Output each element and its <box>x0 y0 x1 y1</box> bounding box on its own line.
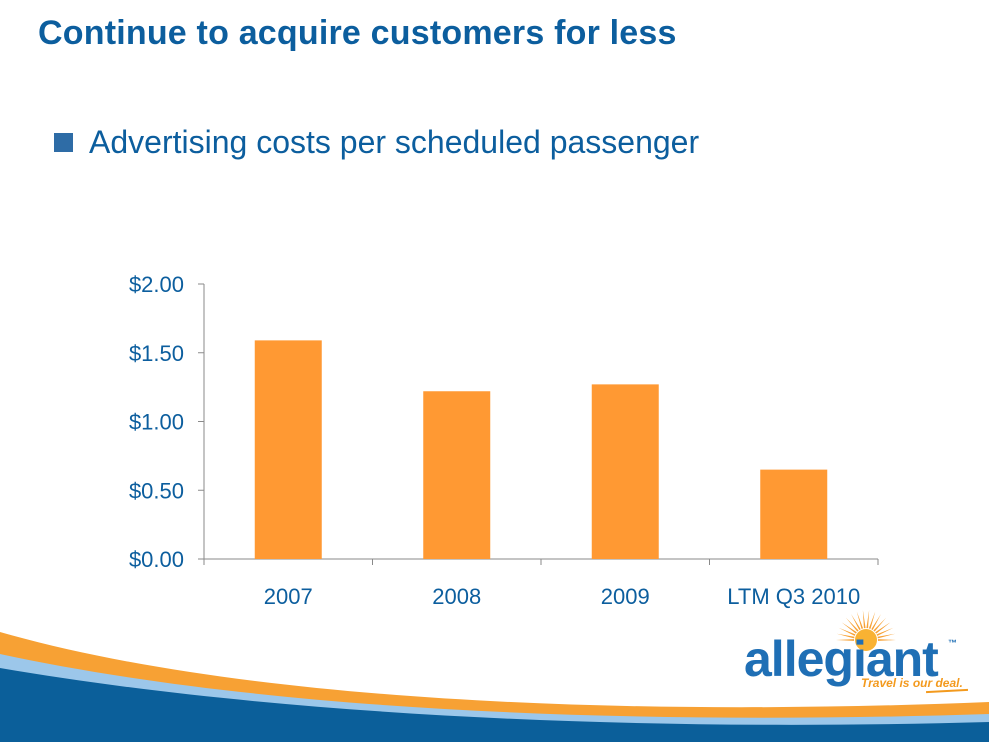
y-tick-label: $0.50 <box>129 478 184 503</box>
bullet-point: Advertising costs per scheduled passenge… <box>54 124 699 161</box>
bar-2007 <box>254 340 322 559</box>
logo-trademark: ™ <box>948 638 957 648</box>
x-tick-label: 2009 <box>601 584 650 609</box>
bar-2009 <box>591 384 659 559</box>
x-tick-label: 2008 <box>432 584 481 609</box>
bar-ltm-q3-2010 <box>760 469 828 559</box>
y-tick-label: $1.00 <box>129 410 184 435</box>
footer-blue-band <box>0 668 989 742</box>
logo-tagline: Travel is our deal. <box>861 676 963 690</box>
allegiant-logo: allegiant ™ Travel is our deal. <box>744 606 974 698</box>
footer-swoosh <box>0 632 989 742</box>
slide-title: Continue to acquire customers for less <box>38 14 677 52</box>
bullet-square-icon <box>54 133 73 152</box>
bar-2008 <box>423 391 491 559</box>
x-tick-label: 2007 <box>264 584 313 609</box>
y-tick-label: $2.00 <box>129 272 184 297</box>
x-tick-label: LTM Q3 2010 <box>727 584 860 609</box>
y-tick-label: $1.50 <box>129 341 184 366</box>
sun-icon <box>836 610 896 651</box>
logo-wordmark: allegiant <box>744 631 939 687</box>
y-tick-label: $0.00 <box>129 547 184 572</box>
bullet-text: Advertising costs per scheduled passenge… <box>89 124 700 160</box>
